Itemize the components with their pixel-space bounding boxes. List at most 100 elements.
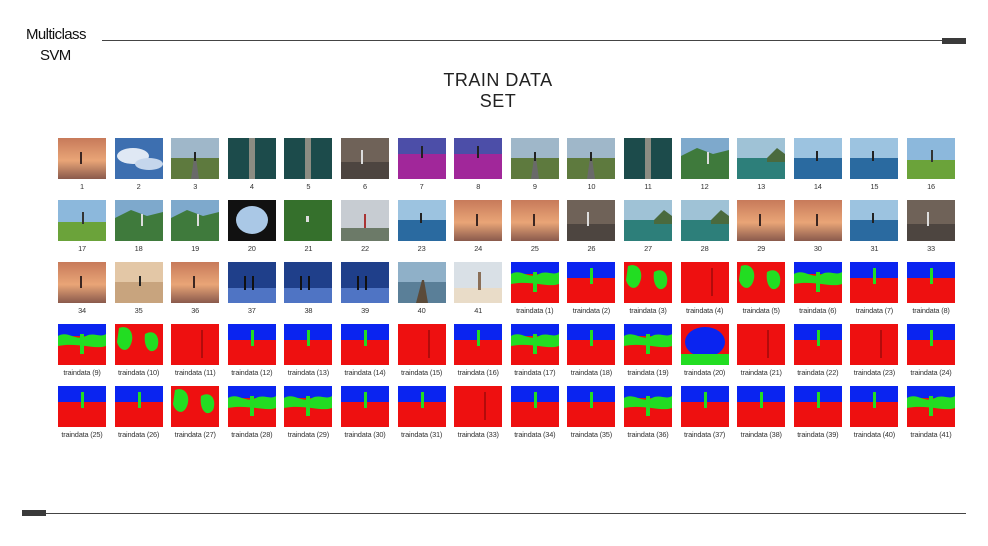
photo-thumbnail[interactable] — [510, 200, 559, 241]
grid-cell[interactable]: 11 — [624, 138, 672, 191]
photo-thumbnail[interactable] — [624, 138, 672, 179]
photo-thumbnail[interactable] — [680, 200, 729, 241]
mask-thumbnail[interactable] — [737, 386, 786, 427]
photo-thumbnail[interactable] — [227, 200, 276, 241]
mask-thumbnail[interactable] — [907, 262, 955, 303]
mask-thumbnail[interactable] — [737, 324, 786, 365]
grid-cell[interactable]: 30 — [793, 200, 842, 253]
grid-cell[interactable]: traindata (5) — [737, 262, 786, 315]
photo-thumbnail[interactable] — [567, 200, 616, 241]
mask-thumbnail[interactable] — [227, 324, 276, 365]
mask-thumbnail[interactable] — [227, 386, 276, 427]
grid-cell[interactable]: traindata (14) — [341, 324, 389, 377]
grid-cell[interactable]: traindata (21) — [737, 324, 786, 377]
grid-cell[interactable]: traindata (35) — [567, 386, 616, 439]
grid-cell[interactable]: traindata (2) — [567, 262, 616, 315]
grid-cell[interactable]: 38 — [284, 262, 333, 315]
photo-thumbnail[interactable] — [397, 200, 446, 241]
grid-cell[interactable]: traindata (8) — [907, 262, 955, 315]
photo-thumbnail[interactable] — [171, 200, 220, 241]
grid-cell[interactable]: traindata (19) — [624, 324, 672, 377]
mask-thumbnail[interactable] — [907, 386, 955, 427]
mask-thumbnail[interactable] — [567, 324, 616, 365]
photo-thumbnail[interactable] — [510, 138, 559, 179]
grid-cell[interactable]: traindata (30) — [341, 386, 389, 439]
mask-thumbnail[interactable] — [793, 262, 842, 303]
grid-cell[interactable]: 34 — [58, 262, 106, 315]
photo-thumbnail[interactable] — [114, 200, 163, 241]
grid-cell[interactable]: 25 — [510, 200, 559, 253]
photo-thumbnail[interactable] — [567, 138, 616, 179]
grid-cell[interactable]: 26 — [567, 200, 616, 253]
mask-thumbnail[interactable] — [397, 324, 446, 365]
mask-thumbnail[interactable] — [510, 386, 559, 427]
mask-thumbnail[interactable] — [793, 324, 842, 365]
grid-cell[interactable]: 33 — [907, 200, 955, 253]
grid-cell[interactable]: traindata (23) — [850, 324, 899, 377]
photo-thumbnail[interactable] — [58, 262, 106, 303]
grid-cell[interactable]: 37 — [227, 262, 276, 315]
grid-cell[interactable]: 22 — [341, 200, 389, 253]
grid-cell[interactable]: 1 — [58, 138, 106, 191]
grid-cell[interactable]: 14 — [793, 138, 842, 191]
mask-thumbnail[interactable] — [850, 262, 899, 303]
mask-thumbnail[interactable] — [454, 386, 503, 427]
photo-thumbnail[interactable] — [341, 200, 389, 241]
photo-thumbnail[interactable] — [680, 138, 729, 179]
mask-thumbnail[interactable] — [397, 386, 446, 427]
grid-cell[interactable]: traindata (40) — [850, 386, 899, 439]
grid-cell[interactable]: traindata (3) — [624, 262, 672, 315]
grid-cell[interactable]: 6 — [341, 138, 389, 191]
mask-thumbnail[interactable] — [510, 262, 559, 303]
grid-cell[interactable]: traindata (34) — [510, 386, 559, 439]
grid-cell[interactable]: traindata (38) — [737, 386, 786, 439]
grid-cell[interactable]: traindata (39) — [793, 386, 842, 439]
photo-thumbnail[interactable] — [454, 138, 503, 179]
grid-cell[interactable]: 8 — [454, 138, 503, 191]
grid-cell[interactable]: traindata (13) — [284, 324, 333, 377]
photo-thumbnail[interactable] — [397, 262, 446, 303]
grid-cell[interactable]: 16 — [907, 138, 955, 191]
mask-thumbnail[interactable] — [680, 324, 729, 365]
mask-thumbnail[interactable] — [284, 324, 333, 365]
grid-cell[interactable]: 19 — [171, 200, 220, 253]
grid-cell[interactable]: traindata (4) — [680, 262, 729, 315]
grid-cell[interactable]: traindata (6) — [793, 262, 842, 315]
mask-thumbnail[interactable] — [171, 386, 220, 427]
grid-cell[interactable]: traindata (28) — [227, 386, 276, 439]
grid-cell[interactable]: 10 — [567, 138, 616, 191]
mask-thumbnail[interactable] — [114, 324, 163, 365]
grid-cell[interactable]: 9 — [510, 138, 559, 191]
mask-thumbnail[interactable] — [454, 324, 503, 365]
grid-cell[interactable]: 35 — [114, 262, 163, 315]
grid-cell[interactable]: 21 — [284, 200, 333, 253]
grid-cell[interactable]: traindata (15) — [397, 324, 446, 377]
grid-cell[interactable]: 7 — [397, 138, 446, 191]
grid-cell[interactable]: 36 — [171, 262, 220, 315]
grid-cell[interactable]: traindata (27) — [171, 386, 220, 439]
grid-cell[interactable]: 41 — [454, 262, 503, 315]
grid-cell[interactable]: traindata (20) — [680, 324, 729, 377]
photo-thumbnail[interactable] — [624, 200, 672, 241]
grid-cell[interactable]: 4 — [227, 138, 276, 191]
photo-thumbnail[interactable] — [737, 200, 786, 241]
photo-thumbnail[interactable] — [454, 200, 503, 241]
photo-thumbnail[interactable] — [341, 262, 389, 303]
mask-thumbnail[interactable] — [907, 324, 955, 365]
mask-thumbnail[interactable] — [624, 324, 672, 365]
photo-thumbnail[interactable] — [171, 262, 220, 303]
grid-cell[interactable]: traindata (26) — [114, 386, 163, 439]
grid-cell[interactable]: traindata (31) — [397, 386, 446, 439]
photo-thumbnail[interactable] — [114, 262, 163, 303]
photo-thumbnail[interactable] — [284, 262, 333, 303]
grid-cell[interactable]: traindata (9) — [58, 324, 106, 377]
grid-cell[interactable]: 15 — [850, 138, 899, 191]
mask-thumbnail[interactable] — [510, 324, 559, 365]
grid-cell[interactable]: 3 — [171, 138, 220, 191]
photo-thumbnail[interactable] — [737, 138, 786, 179]
grid-cell[interactable]: 28 — [680, 200, 729, 253]
grid-cell[interactable]: 17 — [58, 200, 106, 253]
photo-thumbnail[interactable] — [850, 200, 899, 241]
grid-cell[interactable]: 24 — [454, 200, 503, 253]
mask-thumbnail[interactable] — [850, 324, 899, 365]
